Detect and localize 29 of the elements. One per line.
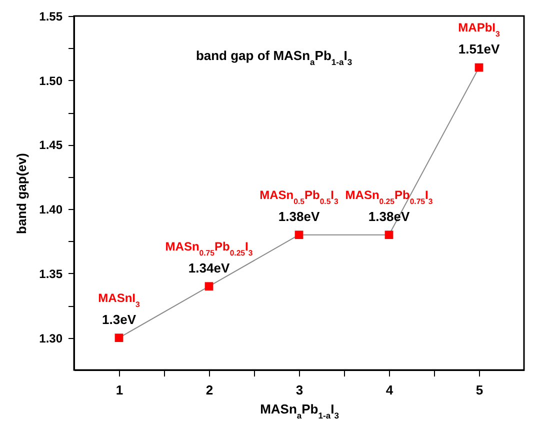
point [294,230,304,240]
data-label: 1.38eV [278,208,320,224]
annotation: MASn$_{0.75}$Pb$_{0.25}$I$_{3}$ [165,239,254,257]
data-label: 1.38eV [368,208,410,224]
annotation: MASn$_{0.25}$Pb$_{0.75}$I$_{3}$ [345,188,434,206]
text: 1.50 [39,74,62,88]
x-tick-label: 1 [116,382,124,398]
annotation: MASn$_{0.5}$Pb$_{0.5}$I$_{3}$ [260,188,340,206]
x-axis-title: MASn$_{a}$Pb$_{1-a}$I$_{3}$ [260,402,340,420]
y-tick-label: 1.35 [39,266,63,281]
point [474,63,484,72]
text: 1.40 [39,202,62,217]
point [114,334,124,342]
annotation: MAPbI$_{3}$ [458,20,500,38]
data-label: 1.3eV [102,312,136,327]
point [384,230,394,240]
y-tick-label: 1.55 [39,10,63,24]
text: band gap of MASn$_{a}$Pb$_{1-a}$I$_{3}$ [196,48,352,67]
y-axis-title: band gap(ev) [14,153,30,234]
data-label: 1.34eV [188,260,230,276]
point [204,282,214,291]
data-label: 1.51eV [458,41,500,56]
x-tick-label: 2 [206,382,214,398]
text: 1.30 [39,331,62,346]
y-tick-label: 1.45 [39,138,63,152]
annotation: MASnI$_{3}$ [98,290,140,308]
x-tick-label: 4 [386,382,394,398]
x-tick-label: 5 [476,382,484,398]
x-tick-label: 3 [296,382,304,398]
